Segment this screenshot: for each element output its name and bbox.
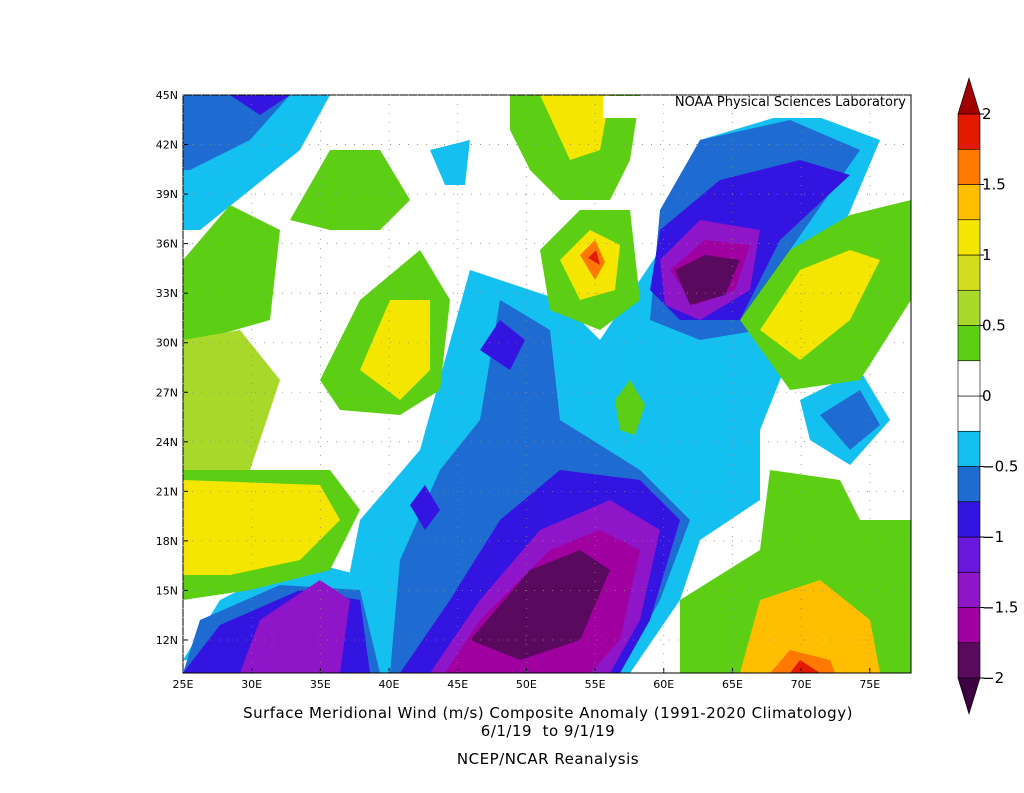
colorbar-band (957, 430, 981, 467)
y-tick-label: 30N (156, 337, 178, 350)
colorbar-band (957, 289, 981, 326)
colorbar-tick-label: −2 (982, 669, 1004, 687)
x-tick-label: 55E (585, 678, 606, 691)
x-tick-label: 70E (791, 678, 812, 691)
colorbar-tick-label: 2 (982, 105, 992, 123)
y-tick-label: 18N (156, 535, 178, 548)
colorbar-tick-label: 0.5 (982, 317, 1006, 335)
x-tick-label: 30E (241, 678, 262, 691)
x-tick-label: 60E (653, 678, 674, 691)
contour-fill (183, 95, 911, 673)
colorbar-over (957, 76, 981, 115)
colorbar-band (957, 254, 981, 291)
colorbar-band (957, 571, 981, 608)
colorbar-band (957, 642, 981, 679)
colorbar-band (957, 184, 981, 221)
y-tick-label: 39N (156, 188, 178, 201)
colorbar-band (957, 607, 981, 644)
x-tick-label: 75E (859, 678, 880, 691)
colorbar-tick-label: 1 (982, 246, 992, 264)
colorbar-band (957, 501, 981, 538)
colorbar-tick-label: −0.5 (982, 458, 1018, 476)
colorbar-band (957, 395, 981, 432)
y-tick-label: 21N (156, 485, 178, 498)
chart-subtitle: 6/1/19 to 9/1/19 (481, 722, 615, 740)
x-tick-label: 35E (310, 678, 331, 691)
x-tick-label: 65E (722, 678, 743, 691)
y-tick-label: 24N (156, 436, 178, 449)
colorbar-band (957, 466, 981, 503)
colorbar-tick-label: −1.5 (982, 599, 1018, 617)
chart-title: Surface Meridional Wind (m/s) Composite … (243, 704, 853, 722)
watermark: NOAA Physical Sciences Laboratory (675, 95, 906, 110)
x-tick-label: 50E (516, 678, 537, 691)
y-tick-label: 45N (156, 89, 178, 102)
y-tick-label: 12N (156, 634, 178, 647)
colorbar-band (957, 113, 981, 150)
colorbar-tick-label: 0 (982, 387, 992, 405)
y-tick-label: 33N (156, 287, 178, 300)
x-tick-label: 40E (379, 678, 400, 691)
colorbar-band (957, 536, 981, 573)
colorbar-under (957, 677, 981, 716)
source-label: NCEP/NCAR Reanalysis (457, 750, 639, 768)
y-tick-label: 36N (156, 238, 178, 251)
colorbar-band (957, 148, 981, 185)
x-tick-label: 45E (447, 678, 468, 691)
x-tick-label: 25E (173, 678, 194, 691)
colorbar-band (957, 219, 981, 256)
y-tick-label: 42N (156, 139, 178, 152)
colorbar-tick-label: −1 (982, 528, 1004, 546)
colorbar-band (957, 360, 981, 397)
colorbar-tick-label: 1.5 (982, 176, 1006, 194)
colorbar-band (957, 325, 981, 362)
y-tick-label: 15N (156, 584, 178, 597)
y-tick-label: 27N (156, 386, 178, 399)
